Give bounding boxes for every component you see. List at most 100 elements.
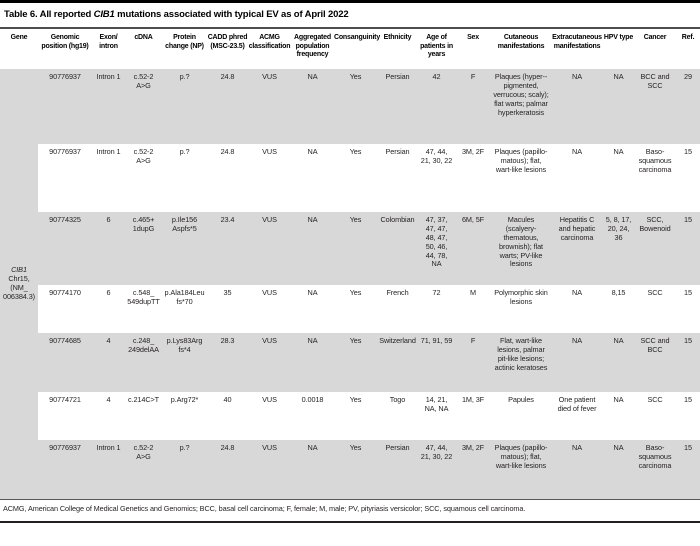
- table-cell: NA: [572, 288, 582, 297]
- table-cell: NA: [291, 69, 334, 144]
- table-cell: Papules: [508, 395, 534, 404]
- col-header-sex: Sex: [455, 29, 491, 69]
- table-cell: VUS: [248, 333, 291, 392]
- table-cell: 47, 44, 21, 30, 22: [420, 147, 453, 165]
- col-header-gene: Gene: [0, 29, 38, 69]
- paper-table: Table 6. All reported CIB1 mutations ass…: [0, 0, 700, 523]
- table-cell: Plaques (papillo-matous); flat, wart-lik…: [494, 147, 548, 174]
- table-cell: Intron 1: [92, 69, 125, 144]
- title-suffix: mutations associated with typical EV as …: [114, 9, 349, 20]
- table-cell: 28.3: [207, 333, 248, 392]
- table-cell: 90774170: [49, 288, 81, 297]
- table-cell: NA: [307, 288, 318, 297]
- table-cell: 90776937: [38, 440, 92, 499]
- table-cell: 3M, 2F: [461, 147, 485, 156]
- table-cell: NA: [551, 440, 603, 499]
- table-cell: 15: [676, 440, 700, 499]
- col-header-hpv-type: HPV type: [603, 29, 634, 69]
- table-cell: 3M, 2F: [455, 440, 491, 499]
- table-cell: 90774325: [38, 212, 92, 285]
- table-cell: NA: [551, 333, 603, 392]
- table-cell: Baso-squamous carcinoma: [638, 147, 672, 174]
- table-cell: 40: [223, 395, 232, 404]
- table-cell: c.465+ 1dupG: [125, 212, 162, 285]
- table-cell: Yes: [334, 333, 377, 392]
- table-cell: 14, 21, NA, NA: [424, 395, 449, 413]
- table-cell: 90774721: [49, 395, 81, 404]
- header-row: Gene Genomic position (hg19) Exon/ intro…: [0, 29, 700, 69]
- table-cell: F: [455, 333, 491, 392]
- table-cell: p.Lys83Arg fs*4: [162, 333, 207, 392]
- table-cell: 90774685: [38, 333, 92, 392]
- table-cell: 15: [684, 147, 692, 156]
- table-cell: NA: [551, 69, 603, 144]
- table-cell: Yes: [334, 69, 377, 144]
- table-footnote: ACMG, American College of Medical Geneti…: [0, 499, 700, 523]
- table-cell: 24.8: [207, 440, 248, 499]
- table-cell: 0.0018: [301, 395, 324, 404]
- table-cell: Yes: [349, 288, 362, 297]
- table-row: 90774721 4 c.214C>T p.Arg72* 40 VUS 0.0018 Yes T…: [0, 392, 700, 440]
- table-row: 90774325 6 c.465+ 1dupG p.Ile156 Aspfs*5 23.…: [0, 212, 700, 285]
- col-header-population-frequency: Aggregated population frequency: [291, 29, 334, 69]
- table-cell: 6: [92, 212, 125, 285]
- table-cell: 24.8: [220, 147, 235, 156]
- table-cell: Intron 1: [96, 147, 121, 156]
- table-cell: NA: [603, 333, 634, 392]
- table-row: CIB1 Chr15, (NM_ 006384.3) 90776937 Intron …: [0, 69, 700, 499]
- col-header-genomic-position: Genomic position (hg19): [38, 29, 92, 69]
- col-header-cdna: cDNA: [125, 29, 162, 69]
- table-cell: SCC: [647, 288, 663, 297]
- col-header-cutaneous: Cutaneous manifestations: [491, 29, 551, 69]
- table-cell: 15: [676, 212, 700, 285]
- table-cell: c.248_ 249delAA: [125, 333, 162, 392]
- table-cell: 90776937: [38, 69, 92, 144]
- table-cell: 4: [106, 395, 111, 404]
- table-cell: NA: [572, 147, 582, 156]
- table-cell: 6M, 5F: [455, 212, 491, 285]
- table-cell: SCC, Bowenoid: [634, 212, 676, 285]
- table-cell: 15: [676, 333, 700, 392]
- table-cell: Colombian: [377, 212, 418, 285]
- table-cell: 47, 37, 47, 47, 48, 47, 50, 46, 44, 78, …: [418, 212, 455, 285]
- table-cell: Yes: [334, 212, 377, 285]
- table-cell: 5, 8, 17, 20, 24, 36: [603, 212, 634, 285]
- table-cell: Polymorphic skin lesions: [494, 288, 548, 306]
- mutations-table: Gene Genomic position (hg19) Exon/ intro…: [0, 29, 700, 499]
- table-cell: VUS: [262, 147, 277, 156]
- col-header-extracutaneous: Extracutaneous manifestations: [551, 29, 603, 69]
- table-cell: VUS: [262, 288, 277, 297]
- table-cell: NA: [603, 69, 634, 144]
- table-cell: c.214C>T: [127, 395, 160, 404]
- table-cell: p.Ala184Leu fs*70: [164, 288, 205, 306]
- table-cell: 71, 91, 59: [418, 333, 455, 392]
- col-header-acmg-classification: ACMG classification: [248, 29, 291, 69]
- table-cell: p.Arg72*: [170, 395, 199, 404]
- table-cell: NA: [307, 147, 318, 156]
- col-header-exon-intron: Exon/ intron: [92, 29, 125, 69]
- table-cell: NA: [291, 440, 334, 499]
- table-cell: p.?: [162, 440, 207, 499]
- title-prefix: Table 6. All reported: [4, 9, 94, 20]
- table-cell: 90776937: [49, 147, 81, 156]
- table-cell: NA: [291, 212, 334, 285]
- table-cell: c.548_ 549dupTT: [127, 288, 160, 306]
- table-cell: NA: [613, 395, 624, 404]
- table-cell: Intron 1: [92, 440, 125, 499]
- table-row: 90776937 Intron 1 c.52-2 A>G p.? 24.8 VUS NA Ye…: [0, 440, 700, 499]
- table-row: 90776937 Intron 1 c.52-2 A>G p.? 24.8 VUS NA Ye…: [0, 144, 700, 212]
- table-cell: Yes: [349, 147, 362, 156]
- table-cell: 15: [684, 288, 692, 297]
- table-cell: 8,15: [611, 288, 626, 297]
- table-cell: VUS: [248, 440, 291, 499]
- table-cell: Persian: [377, 440, 418, 499]
- table-cell: Persian: [385, 147, 410, 156]
- table-cell: VUS: [248, 69, 291, 144]
- table-row: 90774685 4 c.248_ 249delAA p.Lys83Arg fs*4 2…: [0, 333, 700, 392]
- table-cell: One patient died of fever: [557, 395, 597, 413]
- table-cell: Plaques (hyper--pigmented, verrucous; sc…: [491, 69, 551, 144]
- table-cell: p.?: [162, 69, 207, 144]
- table-cell: Baso-squamous carcinoma: [634, 440, 676, 499]
- table-cell: 6: [106, 288, 111, 297]
- table-cell: c.52-2 A>G: [133, 147, 154, 165]
